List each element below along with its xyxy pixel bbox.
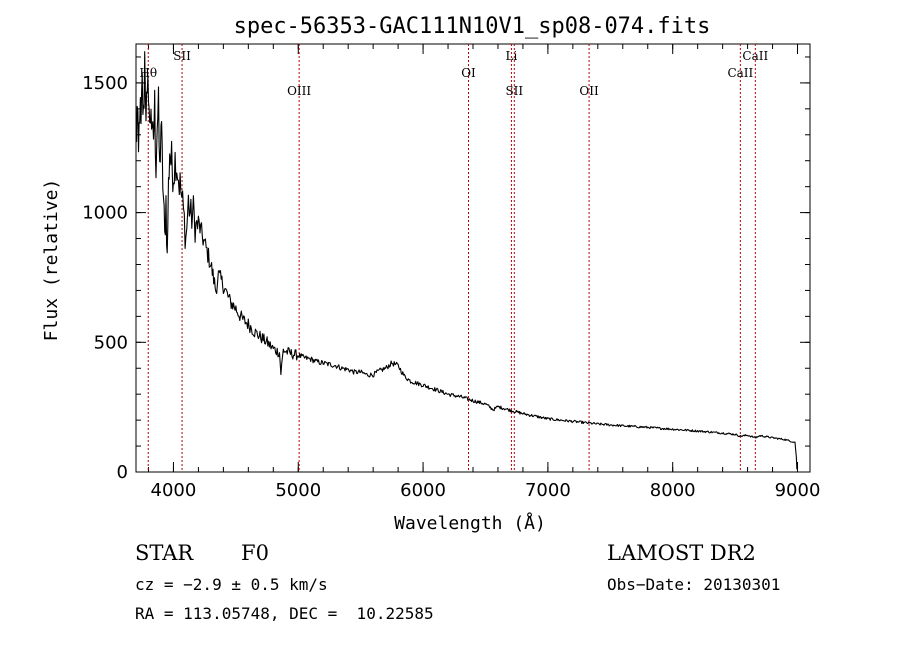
x-tick-label: 7000 [525, 480, 571, 501]
line-marker-label: Li [506, 49, 518, 63]
y-tick-label: 0 [117, 462, 128, 483]
line-marker-label: CaII [727, 66, 753, 80]
plot-frame [135, 43, 811, 473]
x-tick-label: 5000 [275, 480, 321, 501]
cz-text: cz = −2.9 ± 0.5 km/s [135, 575, 328, 594]
x-tick-label: 9000 [775, 480, 821, 501]
line-marker-label: SII [173, 49, 191, 63]
x-axis-label: Wavelength (Å) [394, 512, 546, 534]
chart-title: spec-56353-GAC111N10V1_sp08-074.fits [234, 14, 711, 39]
line-marker-label: OIII [287, 84, 311, 98]
y-axis-label: Flux (relative) [41, 179, 62, 342]
y-tick-label: 1500 [82, 73, 128, 94]
spectrum-line [135, 51, 798, 470]
y-tick-label: 1000 [82, 203, 128, 224]
line-marker-label: OI [461, 66, 476, 80]
coordinates-text: RA = 113.05748, DEC = 10.22585 [135, 604, 434, 623]
obs-date-text: Obs−Date: 20130301 [607, 575, 781, 594]
x-tick-label: 4000 [151, 480, 197, 501]
x-tick-label: 6000 [400, 480, 446, 501]
survey-label: LAMOST DR2 [607, 541, 756, 565]
y-tick-label: 500 [94, 332, 128, 353]
subclass-label: F0 [241, 541, 269, 565]
x-tick-label: 8000 [650, 480, 696, 501]
line-marker-label: CaII [742, 49, 768, 63]
line-marker-label: OII [579, 84, 599, 98]
line-marker-label: Hθ [139, 66, 157, 80]
class-label: STAR [135, 541, 194, 565]
line-marker-label: SII [505, 84, 523, 98]
